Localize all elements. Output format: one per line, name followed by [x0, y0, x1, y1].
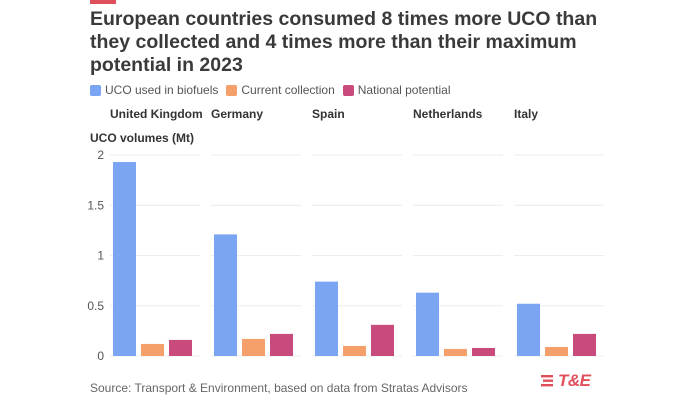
country-label: Germany: [211, 107, 263, 121]
bar: [141, 343, 164, 356]
bar: [416, 292, 439, 356]
legend-label-biofuels: UCO used in biofuels: [105, 83, 219, 97]
bar: [472, 347, 495, 356]
country-label: Netherlands: [413, 107, 483, 121]
title-accent-bar: [90, 0, 116, 4]
y-tick-label: 2: [97, 148, 104, 162]
bar: [315, 281, 338, 356]
logo-stripes-icon: [541, 375, 553, 387]
bar: [573, 333, 596, 356]
legend-item-collection: Current collection: [226, 83, 335, 97]
y-tick-label: 1: [97, 249, 104, 263]
bar: [270, 333, 293, 356]
legend-label-collection: Current collection: [241, 83, 335, 97]
y-tick-label: 1.5: [87, 198, 104, 212]
country-label: Italy: [514, 107, 538, 121]
bar: [343, 345, 366, 356]
country-label: Spain: [312, 107, 345, 121]
legend-label-potential: National potential: [357, 83, 451, 97]
bar: [444, 348, 467, 356]
legend-swatch-biofuels: [90, 84, 101, 96]
te-logo: T&E: [541, 371, 591, 391]
legend-item-biofuels: UCO used in biofuels: [90, 83, 218, 97]
y-axis-label: UCO volumes (Mt): [90, 131, 194, 145]
bar: [517, 303, 540, 356]
bar: [113, 162, 136, 356]
country-label: United Kingdom: [110, 107, 203, 121]
legend-item-potential: National potential: [342, 83, 451, 97]
source-note: Source: Transport & Environment, based o…: [90, 381, 468, 395]
bar: [169, 339, 192, 356]
chart-title: European countries consumed 8 times more…: [90, 8, 598, 76]
bar: [214, 234, 237, 356]
legend-swatch-potential: [342, 84, 354, 96]
logo-text: T&E: [558, 371, 591, 390]
y-tick-label: 0: [97, 349, 104, 363]
legend-swatch-collection: [226, 84, 238, 96]
bar: [242, 338, 265, 356]
bar: [371, 324, 394, 356]
y-tick-label: 0.5: [87, 299, 104, 313]
legend: UCO used in biofuels Current collection …: [90, 83, 459, 97]
bar: [545, 346, 568, 356]
